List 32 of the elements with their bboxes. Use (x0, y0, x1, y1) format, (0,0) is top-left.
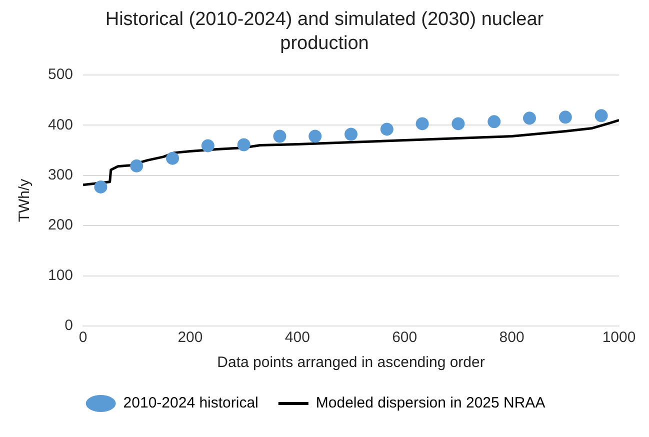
point (94, 180, 108, 194)
point (166, 152, 180, 165)
point (237, 138, 250, 152)
legend-label: Modeled dispersion in 2025 NRAA (316, 394, 546, 412)
x-tick-label: 1000 (602, 329, 636, 346)
y-tick-label: 0 (64, 317, 74, 334)
y-tick-label: 100 (48, 266, 74, 284)
point (558, 110, 572, 124)
x-tick-label: 400 (284, 329, 310, 346)
chart-title: Historical (2010-2024) and simulated (2030) nuclear production (104, 8, 544, 56)
point (416, 117, 429, 130)
point (594, 109, 608, 122)
legend-label: 2010-2024 historical (123, 394, 258, 412)
x-tick-label: 600 (392, 329, 418, 346)
point (452, 117, 465, 130)
y-tick-label: 500 (48, 66, 74, 84)
point (344, 128, 358, 141)
point (130, 159, 144, 172)
point (522, 112, 536, 125)
x-axis-title: Data points arranged in ascending order (217, 354, 485, 372)
y-tick-label: 400 (48, 116, 74, 134)
x-tick-label: 200 (178, 329, 203, 346)
x-tick-label: 800 (499, 329, 524, 346)
y-axis-title: TWh/y (16, 178, 34, 222)
point (273, 130, 286, 143)
y-tick-label: 200 (48, 216, 74, 234)
x-tick-label: 0 (78, 329, 88, 346)
point (308, 130, 322, 143)
y-tick-label: 300 (48, 166, 74, 184)
point (488, 115, 501, 128)
point (380, 122, 394, 136)
point (201, 139, 214, 152)
